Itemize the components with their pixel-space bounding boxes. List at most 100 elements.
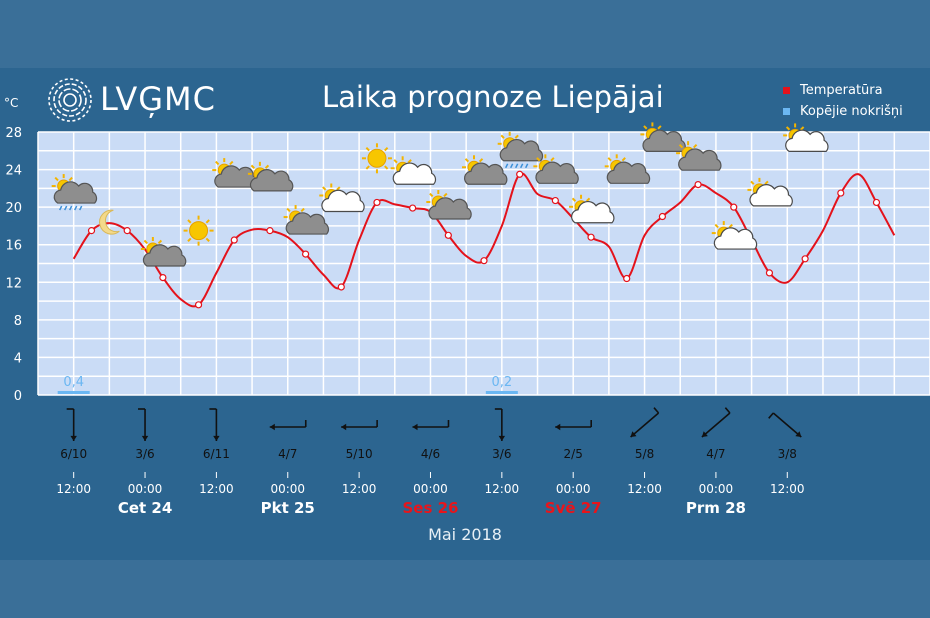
day-label: Svē 27 <box>545 499 602 517</box>
temperature-point <box>444 231 452 239</box>
sun-disc <box>367 148 387 168</box>
temperature-point <box>337 283 345 291</box>
sun-ray <box>250 164 255 169</box>
wind-arrow <box>701 407 731 438</box>
top-band <box>0 0 930 68</box>
partly-cloudy-rain-icon <box>497 131 544 169</box>
precipitation-label: 0,4 <box>63 375 84 390</box>
sun-ray <box>571 197 577 202</box>
time-tick-label: 12:00 <box>56 482 91 496</box>
temperature-point <box>159 273 167 282</box>
legend-item-precipitation: Kopējie nokrišņi <box>783 101 903 122</box>
moon-shape <box>99 209 120 235</box>
partly-cloudy-rain-icon <box>51 174 98 211</box>
partly-cloudy-icon <box>212 158 258 188</box>
logo-text: LVĢMC <box>100 80 216 118</box>
rain-drop <box>520 163 524 169</box>
time-tick-label: 12:00 <box>342 482 377 496</box>
wind-head <box>141 435 149 441</box>
sun-ray <box>68 176 73 182</box>
wind-arrow <box>269 420 307 431</box>
sun-ray <box>607 157 612 162</box>
temperature-point <box>480 257 488 265</box>
sun-ray <box>429 192 434 198</box>
sun-ray <box>764 180 769 185</box>
temperature-point <box>409 204 417 212</box>
sun-icon <box>361 143 392 174</box>
wind-head <box>630 431 637 437</box>
sun-ray <box>205 219 210 224</box>
sun-ray <box>750 180 755 185</box>
wind-arrow <box>138 408 149 441</box>
sun-ray <box>187 237 192 242</box>
lvgmc-logo-icon <box>48 78 92 122</box>
sun-ray <box>264 164 270 169</box>
sun-ray <box>205 237 210 242</box>
sun-disc <box>189 221 209 241</box>
time-tick-label: 00:00 <box>128 482 163 496</box>
sun-ray <box>157 239 163 245</box>
y-axis-unit: °C <box>4 96 19 110</box>
precipitation-bar <box>485 391 518 394</box>
temperature-point <box>551 196 559 205</box>
wind-head <box>795 431 802 437</box>
sun-ray <box>215 160 220 166</box>
rain-drop <box>79 205 83 211</box>
wind-speed-label: 4/7 <box>706 447 725 461</box>
wind-speed-label: 4/7 <box>278 447 297 461</box>
y-tick-label: 28 <box>5 126 22 141</box>
sun-ray <box>657 125 662 130</box>
cloud-shape <box>713 227 758 250</box>
partly-sunny-icon <box>711 221 758 250</box>
cloud-shape <box>392 162 437 185</box>
sun-ray <box>585 197 591 202</box>
temperature-point <box>837 189 845 197</box>
sun-ray <box>322 186 327 191</box>
wind-head <box>213 435 220 441</box>
sun-ray <box>187 219 192 224</box>
cloud-shape <box>749 184 793 207</box>
time-tick-label: 00:00 <box>413 482 448 496</box>
wind-speed-label: 6/10 <box>60 447 87 461</box>
partly-cloudy-icon <box>604 154 651 184</box>
y-tick-label: 4 <box>14 351 22 366</box>
legend-label: Kopējie nokrišņi <box>800 104 903 119</box>
temperature-point <box>123 227 131 235</box>
sun-ray <box>550 157 555 162</box>
rain-drop <box>525 163 529 169</box>
wind-head <box>269 423 275 431</box>
partly-cloudy-icon <box>426 190 472 220</box>
temperature-point <box>801 255 809 263</box>
time-tick-label: 00:00 <box>699 482 734 496</box>
wind-arrow <box>412 420 450 431</box>
rain-drop <box>59 205 63 211</box>
wind-shaft <box>701 412 731 438</box>
partly-cloudy-icon <box>140 236 187 267</box>
partly-sunny-icon <box>569 194 615 224</box>
cloud-shape <box>785 129 829 152</box>
day-label: Ses 26 <box>402 499 458 517</box>
wind-head <box>70 435 77 441</box>
cloud-shape <box>53 181 98 204</box>
legend: Temperatūra Kopējie nokrišņi <box>783 80 903 122</box>
y-tick-label: 20 <box>5 201 22 216</box>
temperature-point <box>765 269 774 277</box>
wind-arrow <box>630 407 660 438</box>
moon-icon <box>99 209 120 235</box>
sun-ray <box>286 207 291 213</box>
sun-ray <box>393 159 398 164</box>
sun-ray <box>678 143 684 149</box>
rain-drop <box>510 163 514 169</box>
temperature-point <box>302 250 310 258</box>
sun-ray <box>365 165 370 170</box>
cloud-shape <box>142 244 187 267</box>
cloud-shape <box>606 161 651 184</box>
partly-cloudy-icon <box>462 155 508 185</box>
wind-barb <box>768 412 774 419</box>
cloud-shape <box>642 129 686 152</box>
day-label: Prm 28 <box>686 499 746 517</box>
sun-ray <box>800 126 805 131</box>
sun-ray <box>514 134 519 139</box>
wind-shaft <box>772 412 802 438</box>
